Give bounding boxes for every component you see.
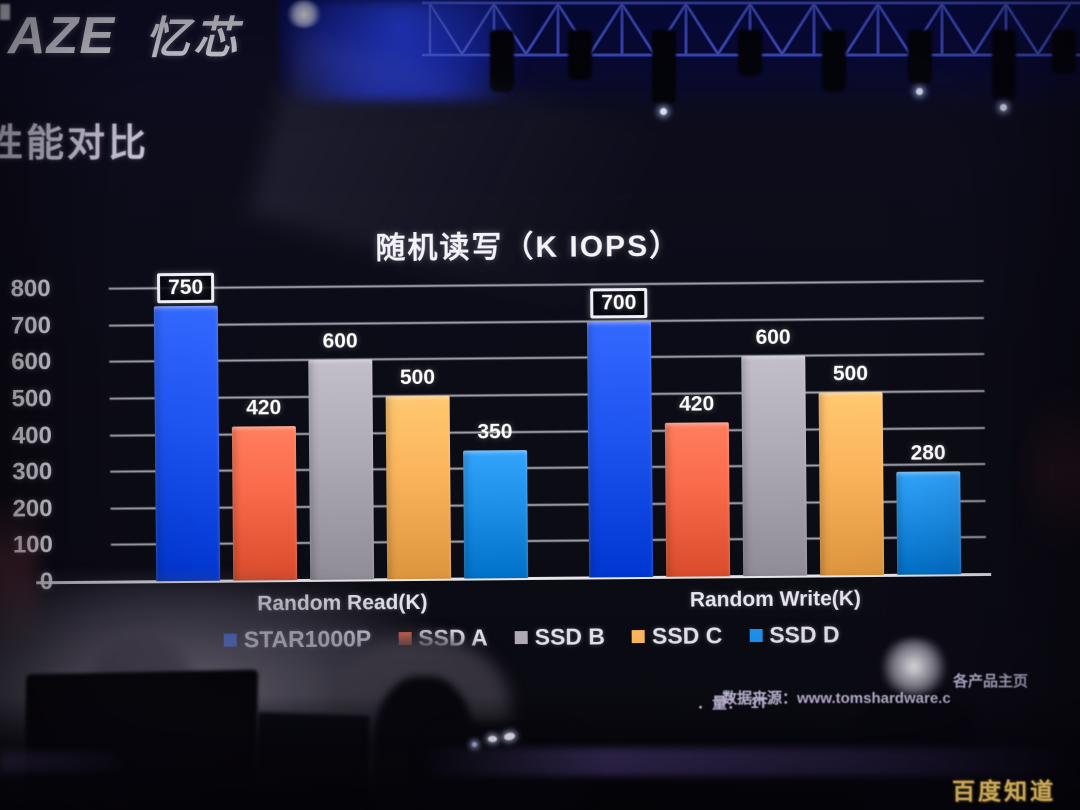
bar-value-label: 600 (322, 329, 358, 353)
bar-value-label: 350 (477, 420, 513, 444)
lens-color-cast (1030, 360, 1080, 580)
data-source-line: 数据来源：www.tomshardware.c 各产品主页 (697, 670, 1077, 707)
y-axis-tick-label: 500 (11, 385, 52, 413)
legend-item: SSD C (631, 622, 723, 650)
stage-light-fixture (738, 30, 762, 76)
legend-item: SSD B (514, 623, 606, 651)
stage-light-fixture (1052, 30, 1076, 74)
stage-truss (422, 1, 1080, 57)
purple-light-streak (0, 752, 130, 772)
legend-label: SSD C (651, 622, 723, 649)
stage-band (280, 0, 1080, 115)
legend-swatch (631, 630, 646, 644)
bar-value-label: 600 (755, 325, 791, 350)
y-axis-tick-label: 700 (10, 311, 52, 340)
legend-item: SSD D (749, 621, 840, 649)
phone-light (488, 736, 497, 742)
y-axis-tick-label: 800 (10, 275, 51, 303)
bar-ssd-d (896, 471, 962, 575)
cropped-logo-fragment (0, 4, 10, 20)
stage-light-fixture (992, 30, 1016, 100)
category-label: Random Write(K) (689, 587, 862, 612)
bar-star1000p (153, 305, 221, 582)
bar-value-label: 750 (156, 272, 215, 304)
legend-swatch (514, 631, 528, 645)
capacity-line: ．量： 1T (697, 695, 768, 712)
bar-value-label: 500 (399, 365, 436, 390)
bar-ssd-b (741, 355, 808, 577)
legend-label: SSD D (769, 621, 840, 648)
legend-label: SSD B (534, 623, 606, 650)
data-source-note: 数据来源：www.tomshardware.c 各产品主页 ．量： 1T (697, 670, 1077, 713)
stage-light-fixture (822, 30, 846, 92)
audience-silhouette (856, 688, 976, 810)
stage-light-fixture (652, 30, 676, 104)
bar-value-label: 420 (246, 396, 282, 420)
bar-ssd-d (463, 450, 529, 579)
bar-ssd-b (308, 359, 375, 580)
bar-ssd-c (385, 395, 452, 580)
phone-light (472, 742, 477, 747)
brand-logo: AZE 忆芯 (8, 2, 241, 66)
bar-value-label: 280 (910, 441, 946, 465)
bar-ssd-a (664, 422, 731, 577)
data-source-suffix: 各产品主页 (953, 673, 1029, 690)
bar-star1000p (586, 320, 654, 578)
bar-ssd-a (231, 426, 298, 581)
bar-value-label: 500 (832, 362, 869, 386)
chart-title: 随机读写（K IOPS） (375, 229, 682, 266)
slide-heading: 性能对比 (0, 123, 150, 165)
gridline (108, 316, 984, 327)
y-axis-tick-label: 600 (11, 348, 52, 376)
spotlight-icon (286, 0, 322, 28)
stage-light-fixture (568, 30, 592, 80)
bar-ssd-c (818, 391, 885, 576)
y-axis-tick-label: 400 (11, 421, 53, 450)
gridline (108, 280, 984, 290)
brand-logo-latin: AZE (8, 7, 115, 65)
bar-value-label: 420 (679, 392, 715, 416)
stage-light-fixture (490, 30, 514, 92)
stage-light-dot (916, 88, 923, 95)
lens-flare (878, 638, 950, 696)
bar-value-label: 700 (590, 287, 648, 319)
stage-light-fixture (908, 30, 932, 84)
legend-swatch (749, 628, 763, 643)
data-source-prefix: 数据来源：www.tomshardware.c (722, 690, 951, 707)
brand-logo-cn: 忆芯 (145, 14, 242, 63)
plot-area: 750420600500350Random Read(K)70042060050… (36, 272, 992, 615)
baidu-zhidao-watermark: 百度知道 (952, 778, 1056, 804)
stage-light-dot (660, 108, 667, 115)
stage-light-dot (1000, 104, 1007, 111)
purple-light-streak (420, 748, 1080, 776)
